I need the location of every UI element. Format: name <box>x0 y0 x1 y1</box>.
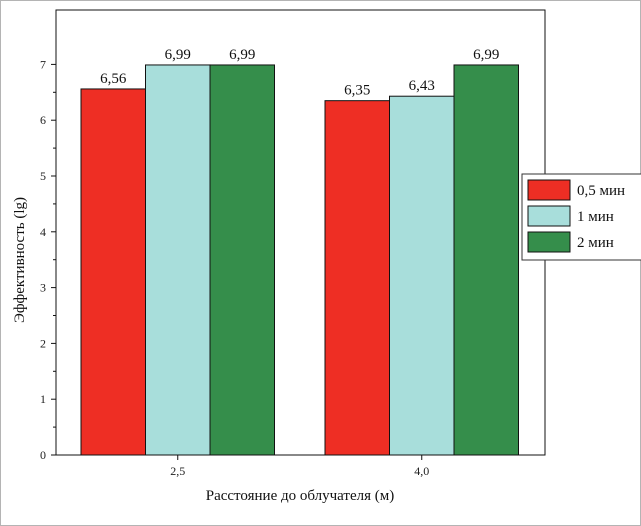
x-tick-label: 4,0 <box>414 464 429 478</box>
data-label: 6,99 <box>229 47 255 63</box>
y-tick-label: 4 <box>40 225 46 239</box>
legend-swatch <box>528 180 570 200</box>
y-tick-label: 0 <box>40 448 46 462</box>
legend-label: 0,5 мин <box>577 183 625 199</box>
bar <box>325 101 390 455</box>
bar <box>81 89 146 455</box>
data-label: 6,35 <box>344 83 370 99</box>
y-tick-label: 7 <box>40 57 46 71</box>
bar <box>210 65 275 455</box>
y-axis-title: Эффективность (lg) <box>12 197 28 323</box>
data-label: 6,43 <box>409 78 435 94</box>
y-tick-label: 5 <box>40 169 46 183</box>
data-label: 6,99 <box>473 47 499 63</box>
data-label: 6,99 <box>165 47 191 63</box>
legend-swatch <box>528 206 570 226</box>
x-axis-title: Расстояние до облучателя (м) <box>206 488 395 504</box>
bar <box>454 65 519 455</box>
legend-swatch <box>528 232 570 252</box>
y-tick-label: 1 <box>40 392 46 406</box>
bar <box>146 65 211 455</box>
legend-label: 2 мин <box>577 235 614 251</box>
bar <box>390 96 455 455</box>
plot-area: 0 1 2 3 4 5 6 7 6,56 6,99 6,99 2,5 6,35 6,43 6,99 4,0 <box>40 10 545 478</box>
legend-label: 1 мин <box>577 209 614 225</box>
y-tick-label: 6 <box>40 113 46 127</box>
data-label: 6,56 <box>100 71 127 87</box>
y-tick-label: 3 <box>40 281 46 295</box>
y-tick-label: 2 <box>40 336 46 350</box>
legend: 0,5 мин 1 мин 2 мин <box>522 174 641 260</box>
x-tick-label: 2,5 <box>170 464 185 478</box>
